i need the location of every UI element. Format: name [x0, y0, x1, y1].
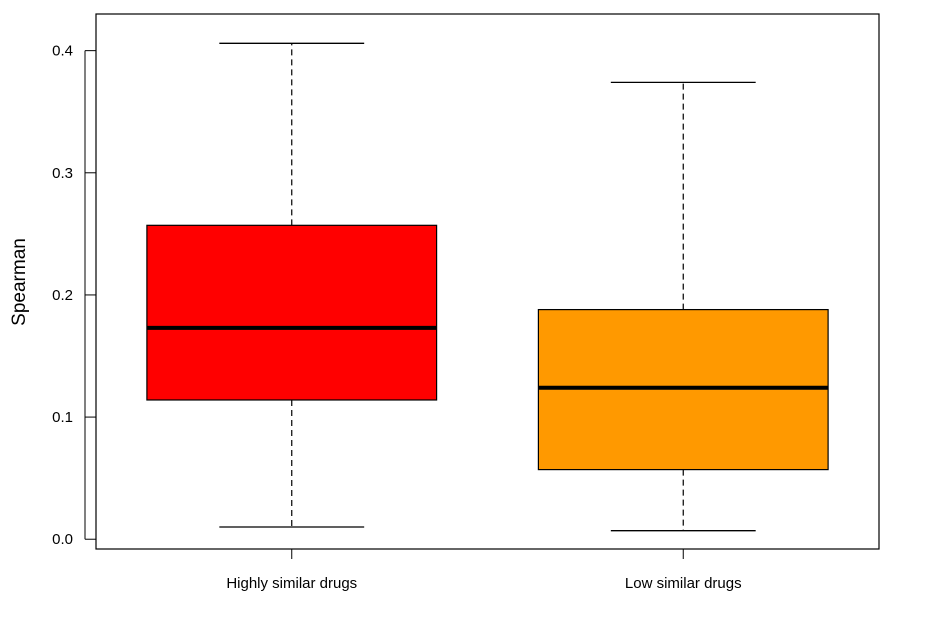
iqr-box	[146, 224, 438, 401]
y-axis-title: Spearman	[9, 238, 30, 326]
x-axis: Highly similar drugs Low similar drugs	[226, 548, 742, 592]
box-group	[537, 81, 829, 532]
x-tick-label: Highly similar drugs	[226, 575, 357, 592]
y-tick-label: 0.0	[52, 531, 73, 548]
boxes	[146, 42, 829, 532]
box-group	[146, 42, 438, 528]
x-tick-label: Low similar drugs	[625, 575, 742, 592]
y-tick-label: 0.3	[52, 165, 73, 182]
y-tick-label: 0.2	[52, 287, 73, 304]
y-tick-label: 0.4	[52, 43, 73, 60]
y-tick-label: 0.1	[52, 409, 73, 426]
y-axis: 0.0 0.1 0.2 0.3 0.4	[52, 43, 96, 548]
